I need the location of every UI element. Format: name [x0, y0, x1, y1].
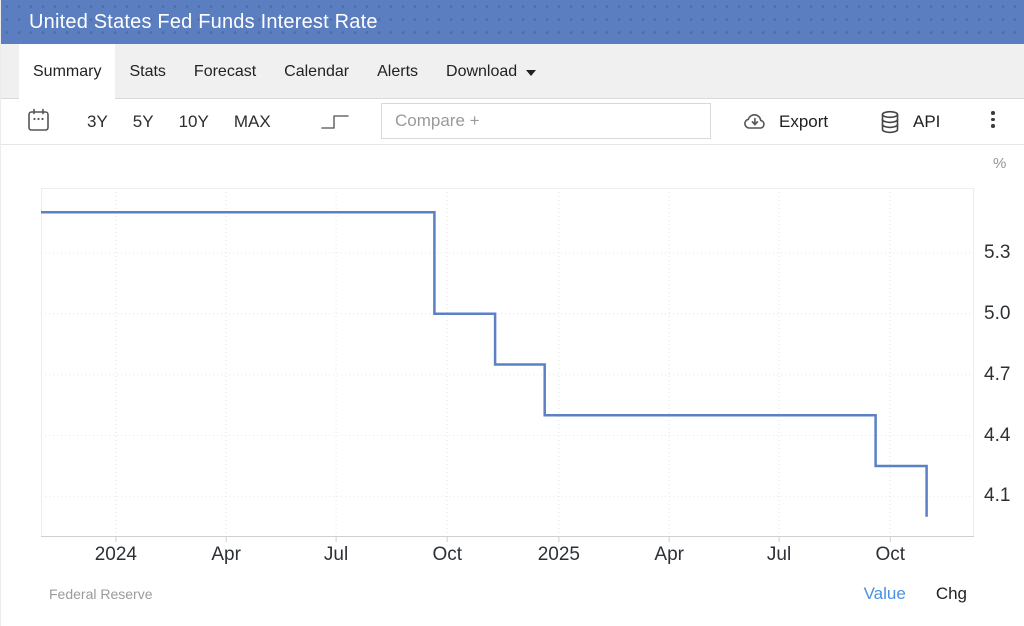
- tab-summary[interactable]: Summary: [19, 44, 116, 99]
- compare-box: [381, 103, 711, 139]
- tab-label: Forecast: [193, 62, 257, 80]
- x-axis-label: Oct: [432, 544, 463, 565]
- tab-alerts[interactable]: Alerts: [363, 44, 432, 99]
- tab-calendar[interactable]: Calendar: [270, 44, 363, 99]
- plot-area[interactable]: [41, 188, 974, 542]
- y-axis-label: 4.4: [984, 424, 1011, 446]
- tab-download[interactable]: Download: [432, 44, 550, 99]
- calendar-icon: [28, 108, 49, 131]
- tab-bar: Summary Stats Forecast Calendar Alerts Downlo…: [1, 44, 1024, 99]
- x-axis-label: Apr: [654, 544, 684, 565]
- footer-link-value[interactable]: Value: [863, 584, 906, 603]
- export-button[interactable]: Export: [741, 99, 828, 144]
- range-3y-button[interactable]: 3Y: [87, 111, 108, 131]
- tab-forecast[interactable]: Forecast: [180, 44, 270, 99]
- source-label: Federal Reserve: [49, 586, 153, 602]
- x-axis-label: 2025: [537, 544, 581, 565]
- more-options-button[interactable]: [991, 111, 995, 128]
- range-selector: 3Y 5Y 10Y MAX: [87, 99, 271, 144]
- footer-links: Value Chg: [864, 584, 967, 604]
- range-5y-button[interactable]: 5Y: [132, 111, 154, 131]
- footer-link-chg[interactable]: Chg: [935, 584, 967, 603]
- step-line-icon: [321, 115, 349, 129]
- y-axis-label: 4.1: [984, 485, 1011, 507]
- api-label: API: [913, 111, 941, 131]
- y-axis-unit: %: [993, 155, 1007, 172]
- tab-stats[interactable]: Stats: [115, 44, 179, 99]
- toolbar: 3Y 5Y 10Y MAX Export API: [1, 99, 1024, 145]
- x-axis-label: Oct: [875, 544, 906, 565]
- x-axis-label: Jul: [766, 544, 792, 565]
- export-label: Export: [779, 111, 829, 131]
- kebab-menu-icon: [991, 111, 995, 128]
- y-axis-label: 5.3: [984, 241, 1011, 263]
- range-10y-button[interactable]: 10Y: [178, 111, 209, 131]
- api-button[interactable]: API: [877, 99, 940, 144]
- y-axis-label: 4.7: [984, 363, 1011, 385]
- tab-label: Calendar: [284, 62, 350, 80]
- chart-svg[interactable]: [41, 188, 974, 542]
- tab-label: Download: [446, 62, 518, 80]
- series-line: [41, 211, 928, 517]
- title-bar: United States Fed Funds Interest Rate: [1, 0, 1024, 44]
- range-max-button[interactable]: MAX: [233, 111, 271, 131]
- compare-input[interactable]: [382, 104, 710, 138]
- cloud-download-icon: [744, 113, 765, 129]
- page-title: United States Fed Funds Interest Rate: [29, 10, 378, 33]
- chart-type-button[interactable]: [319, 109, 351, 136]
- caret-down-icon: [526, 69, 537, 76]
- x-axis-label: 2024: [94, 544, 137, 565]
- x-axis-label: Apr: [211, 544, 241, 565]
- calendar-button[interactable]: [26, 107, 51, 137]
- chart-region: % 5.3 5.0 4.7 4.4 4.1 2024 Apr Jul Oct 2025 Apr Jul…: [1, 145, 1024, 575]
- tab-label: Alerts: [377, 62, 419, 80]
- tab-label: Summary: [33, 62, 102, 80]
- y-axis-label: 5.0: [984, 302, 1011, 324]
- x-axis-label: Jul: [323, 544, 349, 565]
- tab-label: Stats: [129, 62, 166, 80]
- database-icon: [881, 110, 899, 133]
